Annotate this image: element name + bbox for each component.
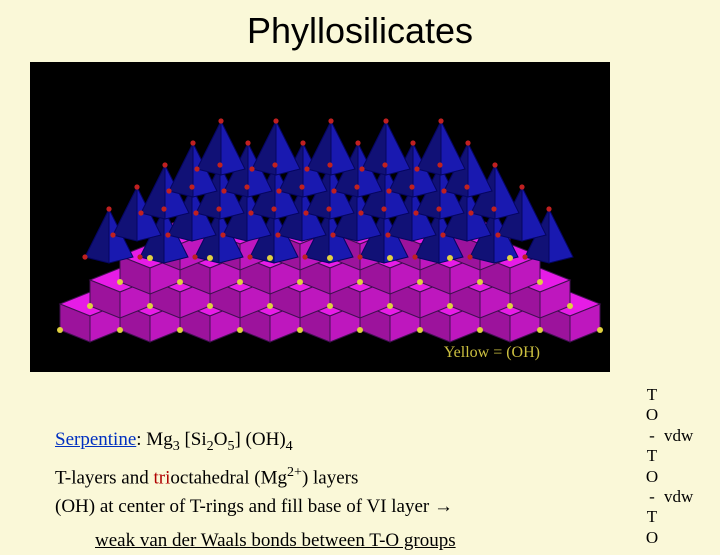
- vdw-line: weak van der Waals bonds between T-O gro…: [95, 526, 456, 555]
- hydroxyl-label: Yellow = (OH): [444, 344, 540, 362]
- page-title: Phyllosilicates: [0, 10, 720, 52]
- structure-svg: {}: [30, 62, 610, 372]
- layer-row: O: [640, 467, 700, 487]
- tri-prefix: tri: [154, 467, 171, 488]
- layer-row: T: [640, 385, 700, 405]
- layer-row: -vdw: [640, 426, 700, 446]
- layer-row: -vdw: [640, 487, 700, 507]
- chemical-formula: Mg3 [Si2O5] (OH)4: [146, 429, 292, 450]
- description-block: Serpentine: Mg3 [Si2O5] (OH)4 T-layers a…: [55, 425, 456, 555]
- layer-row: T: [640, 446, 700, 466]
- tlayers-line: T-layers and trioctahedral (Mg2+) layers: [55, 462, 456, 493]
- crystal-diagram: {} Yellow = (OH): [30, 62, 610, 372]
- layer-row: O: [640, 528, 700, 548]
- mineral-name: Serpentine: [55, 429, 136, 450]
- layer-row: T: [640, 507, 700, 527]
- oh-line: (OH) at center of T-rings and fill base …: [55, 492, 456, 521]
- layer-row: O: [640, 405, 700, 425]
- formula-line: Serpentine: Mg3 [Si2O5] (OH)4: [55, 425, 456, 458]
- layer-sequence: TO-vdwTO-vdwTO: [640, 385, 700, 548]
